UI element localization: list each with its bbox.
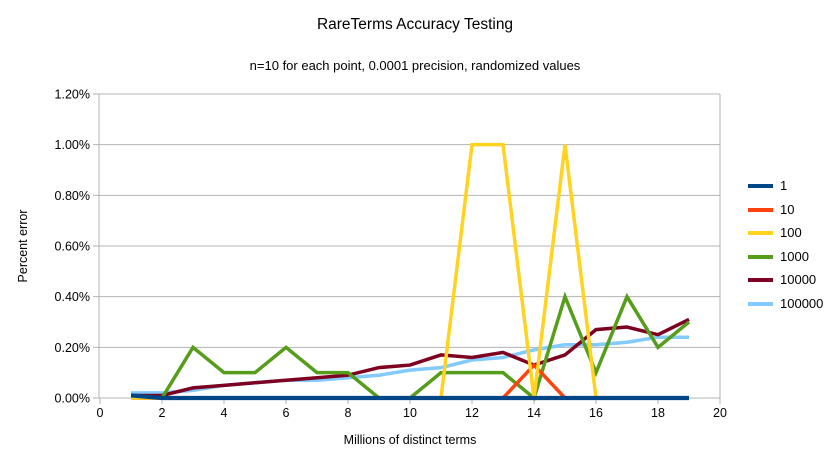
y-tick-label: 0.60% (55, 240, 90, 254)
legend-label: 10000 (780, 272, 817, 287)
x-tick-label: 10 (403, 406, 417, 420)
legend-swatch-1000 (748, 254, 773, 259)
y-tick-label: 0.80% (55, 189, 90, 203)
legend-label: 100000 (780, 295, 824, 311)
legend-item-10000: 10000 (748, 273, 823, 287)
x-tick-label: 14 (527, 406, 541, 420)
y-tick-label: 1.20% (55, 88, 90, 102)
y-tick-label: 1.00% (55, 138, 90, 152)
series-line-10000 (131, 317, 690, 398)
x-tick-label: 20 (713, 406, 727, 420)
series-line-1 (130, 393, 689, 401)
legend-item-1: 1 (748, 179, 823, 193)
y-axis-title: Percent error (16, 210, 30, 283)
legend-label: 100 (780, 225, 802, 240)
chart-subtitle: n=10 for each point, 0.0001 precision, r… (249, 58, 581, 73)
y-tick-label: 0.00% (55, 392, 90, 406)
x-tick-label: 6 (283, 406, 290, 420)
x-tick-label: 12 (465, 406, 479, 420)
legend-swatch-10 (748, 207, 773, 212)
legend-swatch-1 (748, 184, 773, 188)
x-axis-title: Millions of distinct terms (344, 433, 477, 447)
legend-label: 10 (780, 201, 795, 217)
y-tick-label: 0.20% (55, 341, 90, 355)
x-tick-label: 18 (651, 406, 665, 420)
y-tick-label: 0.40% (55, 290, 90, 304)
chart-title: RareTerms Accuracy Testing (316, 16, 514, 33)
legend-swatch-100000 (748, 301, 773, 306)
legend-label: 1000 (780, 248, 809, 264)
x-tick-label: 4 (221, 406, 228, 420)
series-line-100 (131, 142, 689, 400)
x-tick-label: 16 (589, 406, 603, 420)
legend-item-1000: 1000 (748, 248, 823, 264)
x-tick-label: 8 (345, 406, 352, 420)
legend-swatch-100 (748, 231, 773, 235)
legend-item-100: 100 (748, 226, 823, 240)
x-tick-label: 2 (159, 406, 166, 420)
legend-item-100000: 100000 (748, 295, 824, 311)
x-tick-label: 0 (97, 406, 104, 420)
legend-swatch-10000 (748, 278, 773, 282)
legend-item-10: 10 (748, 201, 823, 217)
legend-label: 1 (780, 178, 788, 193)
legend: 1 10 100 1000 10000 100000 (748, 179, 823, 311)
